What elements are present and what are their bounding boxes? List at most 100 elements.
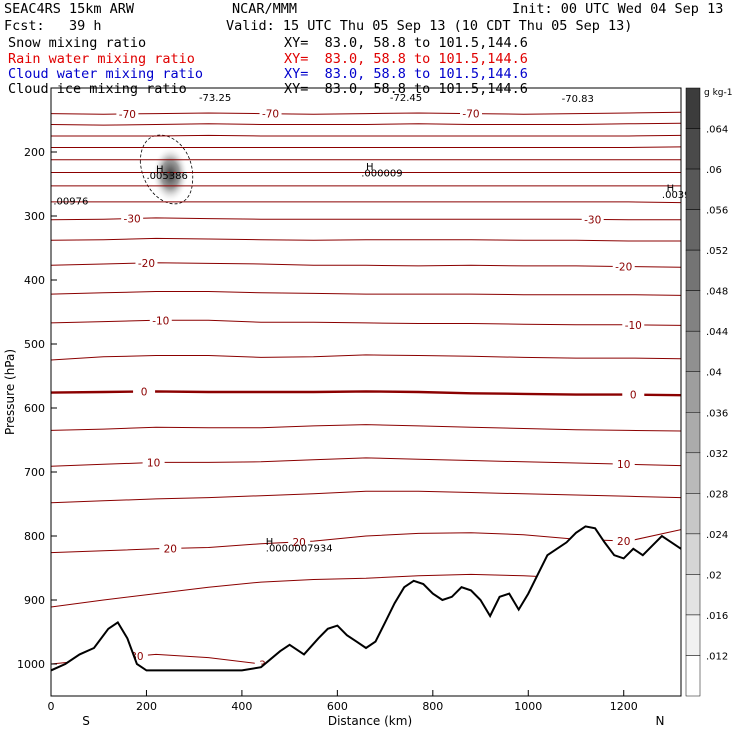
field-annotation: -70.83 (562, 94, 594, 105)
field-annotation: -73.25 (199, 93, 231, 104)
field-name-cloud-ice: Cloud ice mixing ratio (8, 81, 187, 97)
colorbar-step (685, 493, 701, 535)
isotherm-label-bg (622, 318, 645, 331)
isotherm-label-bg (159, 542, 182, 555)
y-tick-label: 700 (24, 466, 45, 479)
isotherm-label: -20 (138, 258, 155, 270)
isotherm-label-bg (149, 314, 172, 327)
isotherm-label: 10 (617, 459, 630, 471)
isotherm-label-bg (259, 107, 282, 120)
field-name-cloud-water: Cloud water mixing ratio (8, 66, 204, 82)
colorbar-label: .024 (706, 530, 728, 541)
isotherm-label: 20 (617, 536, 630, 548)
colorbar-label: .06 (706, 165, 722, 176)
isotherm-label: -70 (462, 109, 479, 121)
isotherm-label-bg (121, 212, 144, 225)
colorbar-step (685, 209, 701, 251)
isotherm-label: 0 (141, 387, 148, 399)
isotherm-label: 20 (292, 537, 305, 549)
isotherm-label-bg (612, 534, 635, 547)
y-tick-label: 800 (24, 530, 45, 543)
colorbar-step (685, 87, 701, 129)
field-annotation: .0039 (662, 190, 691, 201)
isotherm-label-bg (133, 385, 156, 398)
isotherm-minus25 (51, 237, 681, 242)
colorbar-step (685, 452, 701, 494)
isotherm-minus30 (51, 217, 681, 221)
isotherm-label-bg (460, 107, 482, 120)
x-tick-label: 200 (136, 700, 157, 713)
colorbar-label: .044 (706, 327, 728, 338)
isotherm-label: -70 (262, 109, 279, 121)
y-tick-label: 400 (24, 274, 45, 287)
colorbar-step (685, 128, 701, 170)
terrain-mask (51, 526, 681, 696)
isotherm-label-bg (622, 388, 645, 401)
field-xy-rain: XY= 83.0, 58.8 to 101.5,144.6 (284, 51, 528, 67)
field-xy-cloud-ice: XY= 83.0, 58.8 to 101.5,144.6 (284, 81, 528, 97)
valid-time: Valid: 15 UTC Thu 05 Sep 13 (10 CDT Thu … (226, 18, 633, 34)
colorbar-label: .036 (706, 408, 728, 419)
colorbar-label: .012 (706, 651, 728, 662)
field-name-rain: Rain water mixing ratio (8, 51, 195, 67)
isotherm-label-bg (142, 456, 165, 469)
field-annotation: .00976 (53, 196, 88, 207)
x-tick-label: 0 (48, 700, 55, 713)
field-annotation: H (266, 537, 274, 548)
isotherm-label: -10 (152, 315, 169, 327)
isotherm-label: -30 (124, 214, 141, 226)
isotherm-0 (51, 390, 681, 397)
y-tick-label: 1000 (17, 658, 45, 671)
isotherm-minus60 (51, 134, 681, 137)
isotherm-minus15 (51, 291, 681, 296)
colorbar-step (685, 412, 701, 454)
isotherm-label: -10 (625, 320, 642, 332)
x-end-label-north: N (656, 714, 665, 728)
y-tick-label: 600 (24, 402, 45, 415)
x-end-label-south: S (82, 714, 90, 728)
y-axis-label: Pressure (hPa) (3, 349, 17, 435)
colorbar-label: .032 (706, 449, 728, 460)
x-tick-label: 400 (231, 700, 252, 713)
isotherm-label: 20 (164, 543, 177, 555)
isotherm-minus65 (51, 122, 681, 126)
field-annotation: .000009 (361, 168, 402, 179)
snow-maximum-shading (152, 146, 189, 203)
field-annotation: H (156, 164, 164, 175)
colorbar-label: .052 (706, 246, 728, 257)
isotherm-label: -30 (584, 214, 601, 226)
init-time: Init: 00 UTC Wed 04 Sep 13 (512, 1, 724, 17)
x-tick-label: 1000 (514, 700, 542, 713)
colorbar-label: .016 (706, 611, 728, 622)
colorbar-unit: g kg-1 (704, 88, 732, 98)
isotherm-minus70 (51, 111, 681, 115)
colorbar-label: .048 (706, 287, 728, 298)
field-annotation: H (366, 162, 374, 173)
x-axis-label: Distance (km) (328, 714, 412, 728)
colorbar-step (685, 371, 701, 413)
x-tick-label: 800 (422, 700, 443, 713)
isotherm-label-bg (612, 260, 635, 273)
isotherm-minus35 (51, 201, 681, 204)
forecast-hour: Fcst: 39 h (4, 18, 102, 34)
snow-contour (139, 134, 194, 205)
colorbar-step (685, 655, 701, 697)
y-tick-label: 300 (24, 210, 45, 223)
field-xy-cloud-water: XY= 83.0, 58.8 to 101.5,144.6 (284, 66, 528, 82)
colorbar-step (685, 533, 701, 575)
isotherm-minus5 (51, 354, 681, 361)
isotherm-label-bg (135, 256, 158, 269)
isotherm-label-bg (288, 535, 311, 548)
isotherm-label: 10 (147, 457, 160, 469)
colorbar-step (685, 249, 701, 291)
field-annotation: -72.45 (390, 93, 422, 104)
y-tick-label: 200 (24, 146, 45, 159)
y-tick-label: 500 (24, 338, 45, 351)
field-annotation: .0000007934 (266, 543, 333, 554)
field-annotation: H (667, 184, 675, 195)
isotherm-label-bg (116, 107, 139, 120)
colorbar-label: .04 (706, 368, 722, 379)
colorbar-label: .056 (706, 206, 728, 217)
